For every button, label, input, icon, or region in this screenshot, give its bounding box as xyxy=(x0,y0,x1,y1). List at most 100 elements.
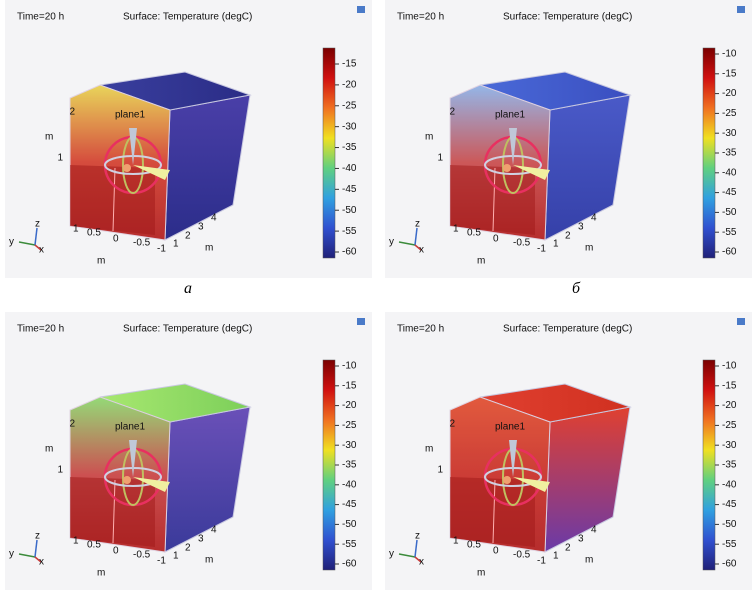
colorbar-tick-label: -20 xyxy=(722,88,737,99)
x-unit: m xyxy=(97,256,105,267)
colorbar-tick-label: -10 xyxy=(722,361,737,372)
triad-label: z xyxy=(415,531,420,542)
y-tick-label: 3 xyxy=(198,534,204,545)
gizmo-center xyxy=(503,164,511,172)
colorbar-tick-label: -25 xyxy=(342,100,357,111)
y-tick-label: 1 xyxy=(173,239,179,250)
y-tick-label: 4 xyxy=(211,525,217,536)
x-unit: m xyxy=(477,568,485,579)
x-tick-label: 0 xyxy=(493,234,499,245)
surface-label: Surface: Temperature (degC) xyxy=(503,12,632,23)
x-unit: m xyxy=(477,256,485,267)
colorbar-tick-label: -25 xyxy=(722,108,737,119)
y-tick-label: 3 xyxy=(578,534,584,545)
plane-label: plane1 xyxy=(115,422,145,433)
gizmo-center xyxy=(503,476,511,484)
triad-label: z xyxy=(35,219,40,230)
colorbar-tick-label: -15 xyxy=(722,380,737,391)
triad-label: x xyxy=(39,245,44,256)
x-tick-label: 1 xyxy=(453,224,459,235)
y-tick-label: 1 xyxy=(553,551,559,562)
z-unit: m xyxy=(425,444,433,455)
colorbar-tick-label: -20 xyxy=(342,80,357,91)
colorbar-tick-label: -55 xyxy=(342,226,357,237)
y-tick-label: 2 xyxy=(185,231,191,242)
triad-label: y xyxy=(389,549,394,560)
z-tick-label: 1 xyxy=(437,153,443,164)
colorbar-tick-label: -10 xyxy=(722,49,737,60)
x-tick-label: -1 xyxy=(157,556,166,567)
z-unit: m xyxy=(425,132,433,143)
colorbar-tick-label: -45 xyxy=(722,499,737,510)
x-tick-label: 1 xyxy=(453,536,459,547)
surface-label: Surface: Temperature (degC) xyxy=(503,324,632,335)
z-tick-label: 2 xyxy=(449,419,455,430)
gizmo-center xyxy=(123,164,131,172)
x-tick-label: 0 xyxy=(113,234,119,245)
y-tick-label: 3 xyxy=(578,222,584,233)
colorbar-tick-label: -10 xyxy=(342,361,357,372)
x-tick-label: 0.5 xyxy=(87,228,101,239)
colorbar-tick-label: -60 xyxy=(722,247,737,258)
colorbar-tick-label: -40 xyxy=(342,163,357,174)
caption: б xyxy=(572,280,580,298)
colorbar-tick-label: -25 xyxy=(722,420,737,431)
y-unit: m xyxy=(205,555,213,566)
colorbar-tick-label: -30 xyxy=(342,440,357,451)
colorbar-tick-label: -55 xyxy=(722,227,737,238)
colorbar-tick-label: -45 xyxy=(342,184,357,195)
x-tick-label: -1 xyxy=(537,244,546,255)
x-tick-label: -0.5 xyxy=(513,550,531,561)
x-tick-label: 0.5 xyxy=(87,540,101,551)
plane-label: plane1 xyxy=(495,422,525,433)
colorbar-tick-label: -35 xyxy=(342,142,357,153)
figure: Time=20 h Surface: Temperature (degC) plan… xyxy=(0,0,755,602)
x-tick-label: 0 xyxy=(493,546,499,557)
time-label: Time=20 h xyxy=(17,12,64,23)
y-tick-label: 4 xyxy=(591,525,597,536)
colorbar-tick-label: -60 xyxy=(342,247,357,258)
colorbar-tick-label: -45 xyxy=(342,499,357,510)
colorbar-tick-label: -50 xyxy=(722,519,737,530)
x-tick-label: -1 xyxy=(157,244,166,255)
y-unit: m xyxy=(205,243,213,254)
colorbar xyxy=(703,48,715,258)
x-tick-label: 1 xyxy=(73,224,79,235)
colorbar-tick-label: -15 xyxy=(342,59,357,70)
colorbar xyxy=(323,360,335,570)
triad-label: z xyxy=(415,219,420,230)
colorbar-tick-label: -55 xyxy=(722,539,737,550)
x-tick-label: -0.5 xyxy=(133,238,151,249)
colorbar-tick-label: -30 xyxy=(342,121,357,132)
x-tick-label: 0.5 xyxy=(467,540,481,551)
surface-label: Surface: Temperature (degC) xyxy=(123,12,252,23)
triad-label: x xyxy=(419,245,424,256)
z-tick-label: 1 xyxy=(437,465,443,476)
time-label: Time=20 h xyxy=(397,324,444,335)
gizmo-center xyxy=(123,476,131,484)
surface-label: Surface: Temperature (degC) xyxy=(123,324,252,335)
triad-label: y xyxy=(389,237,394,248)
y-tick-label: 2 xyxy=(565,543,571,554)
colorbar-tick-label: -35 xyxy=(342,460,357,471)
z-tick-label: 2 xyxy=(69,107,75,118)
triad-label: z xyxy=(35,531,40,542)
colorbar-tick-label: -20 xyxy=(342,400,357,411)
colorbar-tick-label: -15 xyxy=(342,380,357,391)
z-tick-label: 1 xyxy=(57,153,63,164)
colorbar-tick-label: -35 xyxy=(722,148,737,159)
colorbar-tick-label: -55 xyxy=(342,539,357,550)
toolbar-icon xyxy=(737,318,745,325)
y-tick-label: 4 xyxy=(591,213,597,224)
y-unit: m xyxy=(585,555,593,566)
triad-label: y xyxy=(9,237,14,248)
plane-label: plane1 xyxy=(495,110,525,121)
x-tick-label: 1 xyxy=(73,536,79,547)
x-tick-label: -0.5 xyxy=(133,550,151,561)
colorbar-tick-label: -30 xyxy=(722,128,737,139)
toolbar-icon xyxy=(357,318,365,325)
colorbar-tick-label: -40 xyxy=(722,167,737,178)
colorbar-tick-label: -15 xyxy=(722,68,737,79)
